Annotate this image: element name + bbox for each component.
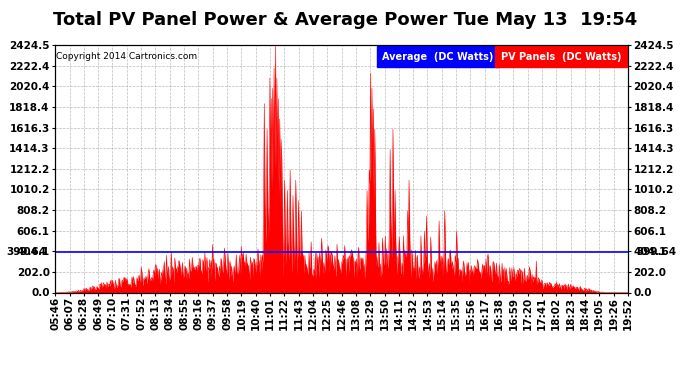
Text: Total PV Panel Power & Average Power Tue May 13  19:54: Total PV Panel Power & Average Power Tue… bbox=[53, 11, 637, 29]
Legend: Average  (DC Watts), PV Panels  (DC Watts): Average (DC Watts), PV Panels (DC Watts) bbox=[377, 50, 623, 64]
Text: 399.64: 399.64 bbox=[636, 247, 676, 257]
Text: Copyright 2014 Cartronics.com: Copyright 2014 Cartronics.com bbox=[57, 53, 197, 62]
Text: 399.64: 399.64 bbox=[7, 247, 47, 257]
